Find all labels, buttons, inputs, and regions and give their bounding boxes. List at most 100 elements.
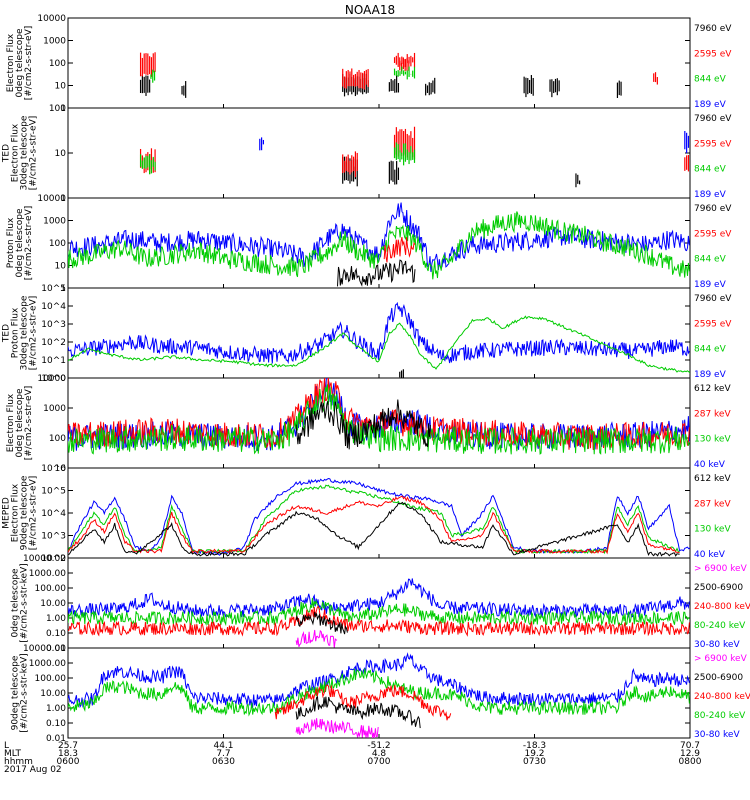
y-tick-label: 10^3	[41, 532, 66, 542]
legend-entry: > 6900 keV	[694, 564, 748, 574]
series-line	[68, 484, 680, 555]
panel-frame	[67, 107, 691, 199]
y-tick-label: 100	[49, 104, 66, 114]
legend-entry: 2500-6900	[694, 583, 743, 593]
panel-ted-proton-30: 10^0 10^1 10^2 10^3 10^4 10^5 TED Proton Flux 30…	[2, 284, 733, 384]
legend-entry: 2595 eV	[694, 49, 732, 59]
y-axis-label: Electron Flux	[11, 483, 21, 542]
panel-ted-electron-0: 1 10 100 1000 10000 Electron Flux 0deg telesco…	[6, 14, 732, 114]
y-axis-label: 0deg telescope	[15, 28, 25, 98]
panel-data	[139, 52, 658, 99]
series-line	[68, 578, 690, 619]
series-line	[68, 315, 690, 374]
panel-data	[68, 378, 690, 455]
legend-entry: 40 keV	[694, 550, 726, 560]
y-axis-label: TED	[2, 144, 12, 163]
series-line	[295, 611, 348, 635]
x-row-value: 44.1	[213, 741, 233, 751]
y-tick-label: 10000	[37, 14, 66, 24]
series-line	[68, 384, 690, 455]
y-tick-label: 10^4	[41, 302, 66, 312]
x-row-value: 19.2	[524, 749, 544, 759]
y-tick-label: 0.10	[46, 629, 66, 639]
y-tick-label: 10000	[37, 374, 66, 384]
legend-entry: 80-240 keV	[694, 711, 746, 721]
y-tick-label: 100.00	[35, 674, 67, 684]
y-axis-label: [#/cm2-s-str-eV]	[24, 206, 34, 281]
series-line	[68, 477, 690, 556]
y-tick-label: 1.00	[46, 704, 66, 714]
panel-data	[68, 652, 690, 738]
series-line	[383, 237, 416, 263]
legend-entry: 30-80 keV	[694, 640, 740, 650]
y-tick-label: 10	[55, 149, 67, 159]
x-row-label: L	[4, 741, 9, 751]
y-tick-label: 10.00	[40, 599, 66, 609]
legend-entry: 189 eV	[694, 370, 727, 380]
figure-title: NOAA18	[345, 3, 395, 17]
y-axis-label: 90deg telescope	[11, 655, 21, 730]
y-tick-label: 1000.00	[29, 659, 66, 669]
y-axis-label: Proton Flux	[6, 217, 16, 268]
y-axis-label: 30deg telescope	[20, 115, 30, 190]
y-tick-label: 10^1	[41, 356, 66, 366]
y-axis-label: [#/cm2-s-str-keV]	[20, 653, 30, 732]
y-axis-label: 0deg telescope	[15, 388, 25, 458]
series-line	[274, 684, 452, 721]
y-axis-label: [#/cm2-s-str-eV]	[24, 386, 34, 461]
panel-meped-electron-90: 10^2 10^3 10^4 10^5 10^6 MEPED Electron Flux 90…	[2, 464, 732, 564]
legend-entry: 2595 eV	[694, 139, 732, 149]
y-axis-label: 30deg telescope	[20, 295, 30, 370]
legend-entry: 30-80 keV	[694, 730, 740, 740]
y-tick-label: 10	[55, 262, 67, 272]
y-tick-label: 100	[49, 239, 66, 249]
panel-ted-proton-0: 1 10 100 1000 10000 Proton Flux 0deg telescope…	[6, 194, 732, 294]
series-line	[295, 399, 431, 450]
legend-entry: 287 keV	[694, 409, 731, 419]
legend-entry: 7960 eV	[694, 204, 732, 214]
y-tick-label: 1	[60, 284, 66, 294]
series-line	[68, 211, 690, 280]
y-tick-label: 100.00	[35, 584, 67, 594]
x-row-value: 4.8	[372, 749, 387, 759]
x-row-value: 0700	[368, 757, 391, 767]
y-tick-label: 1000	[43, 217, 66, 227]
legend-entry: 612 keV	[694, 474, 731, 484]
y-tick-label: 10^4	[41, 509, 66, 519]
y-tick-label: 10^5	[41, 487, 66, 497]
legend-entry: 130 keV	[694, 435, 731, 445]
legend-entry: 40 keV	[694, 460, 726, 470]
series-line	[295, 695, 421, 729]
y-tick-label: 10^5	[41, 284, 66, 294]
legend-entry: 844 eV	[694, 255, 727, 265]
y-axis-label: 0deg telescope	[11, 568, 21, 638]
legend-entry: 287 keV	[694, 499, 731, 509]
y-axis-label: 0deg telescope	[15, 208, 25, 278]
panel-data	[68, 301, 690, 378]
y-tick-label: 100	[49, 434, 66, 444]
panel-meped-proton-0: 0.01 0.10 1.00 10.00 100.00 1000.00 10000.000d…	[11, 554, 750, 654]
legend-entry: 130 keV	[694, 525, 731, 535]
legend-entry: 2500-6900	[694, 673, 743, 683]
y-axis-label: Proton Flux	[11, 307, 21, 358]
x-row-value: 0800	[679, 757, 702, 767]
x-row-value: 18.3	[58, 749, 78, 759]
series-line	[68, 301, 690, 365]
x-axis-labels: L 25.7 44.1 -51.2 -18.3 70.7 MLT 18.3 7.7 4.8 19.2…	[4, 741, 702, 775]
y-axis-label: 90deg telescope	[20, 475, 30, 550]
y-axis-label: [#/cm2-s-str-eV]	[24, 26, 34, 101]
series-line	[68, 652, 690, 709]
y-tick-label: 10.00	[40, 689, 66, 699]
series-line	[295, 718, 379, 738]
y-tick-label: 10^2	[41, 554, 66, 564]
y-axis-label: [#/cm2-s-str-keV]	[20, 563, 30, 642]
legend-entry: 7960 eV	[694, 294, 732, 304]
panel-data	[68, 578, 690, 648]
y-tick-label: 1000.00	[29, 569, 66, 579]
y-tick-label: 0.01	[46, 644, 66, 654]
y-axis-label: Electron Flux	[6, 393, 16, 452]
legend-entry: > 6900 keV	[694, 654, 748, 664]
y-axis-label: [#/cm2-s-str-eV]	[29, 476, 39, 551]
series-line	[68, 501, 680, 557]
